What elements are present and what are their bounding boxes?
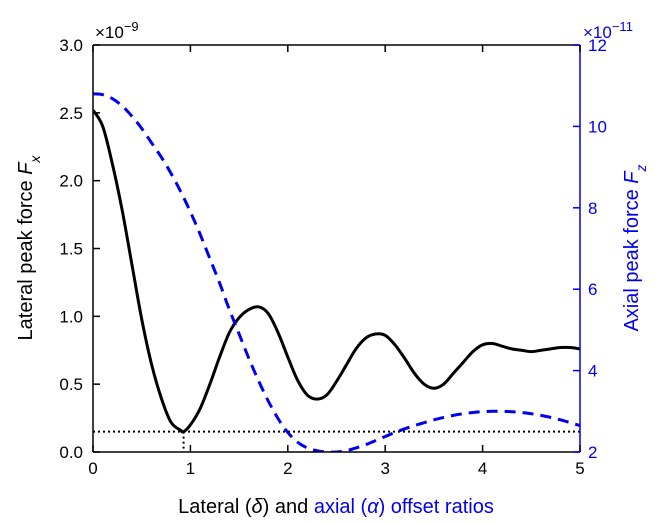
x-tick-label: 0 bbox=[88, 459, 97, 478]
right-axis-exponent: ×10−11 bbox=[583, 19, 633, 43]
left-y-tick-label: 0.5 bbox=[59, 375, 83, 394]
x-axis-label: Lateral (δ) and axial (α) offset ratios bbox=[178, 496, 494, 518]
left-y-tick-label: 1.5 bbox=[59, 240, 83, 259]
plot-marks bbox=[93, 92, 580, 452]
left-axis-exponent: ×10−9 bbox=[95, 19, 139, 43]
left-y-axis-label: Lateral peak force Fx bbox=[15, 155, 43, 341]
x-tick-label: 2 bbox=[283, 459, 292, 478]
left-y-tick-label: 1.0 bbox=[59, 307, 83, 326]
left-y-tick-label: 0.0 bbox=[59, 443, 83, 462]
lateral-force-series-line bbox=[93, 109, 580, 434]
right-y-axis-label: Axial peak force Fz bbox=[621, 164, 649, 331]
right-y-tick-label: 10 bbox=[588, 117, 607, 136]
x-tick-label: 3 bbox=[380, 459, 389, 478]
right-y-tick-label: 8 bbox=[588, 199, 597, 218]
left-y-tick-label: 3.0 bbox=[59, 36, 83, 55]
right-y-tick-label: 2 bbox=[588, 443, 597, 462]
right-y-tick-label: 4 bbox=[588, 362, 597, 381]
x-tick-label: 5 bbox=[575, 459, 584, 478]
left-y-tick-label: 2.5 bbox=[59, 104, 83, 123]
left-y-tick-label: 2.0 bbox=[59, 172, 83, 191]
right-y-tick-label: 6 bbox=[588, 280, 597, 299]
right-y-tick-label: 12 bbox=[588, 36, 607, 55]
x-tick-label: 1 bbox=[186, 459, 195, 478]
x-tick-label: 4 bbox=[478, 459, 487, 478]
axial-force-series-line bbox=[93, 92, 580, 452]
